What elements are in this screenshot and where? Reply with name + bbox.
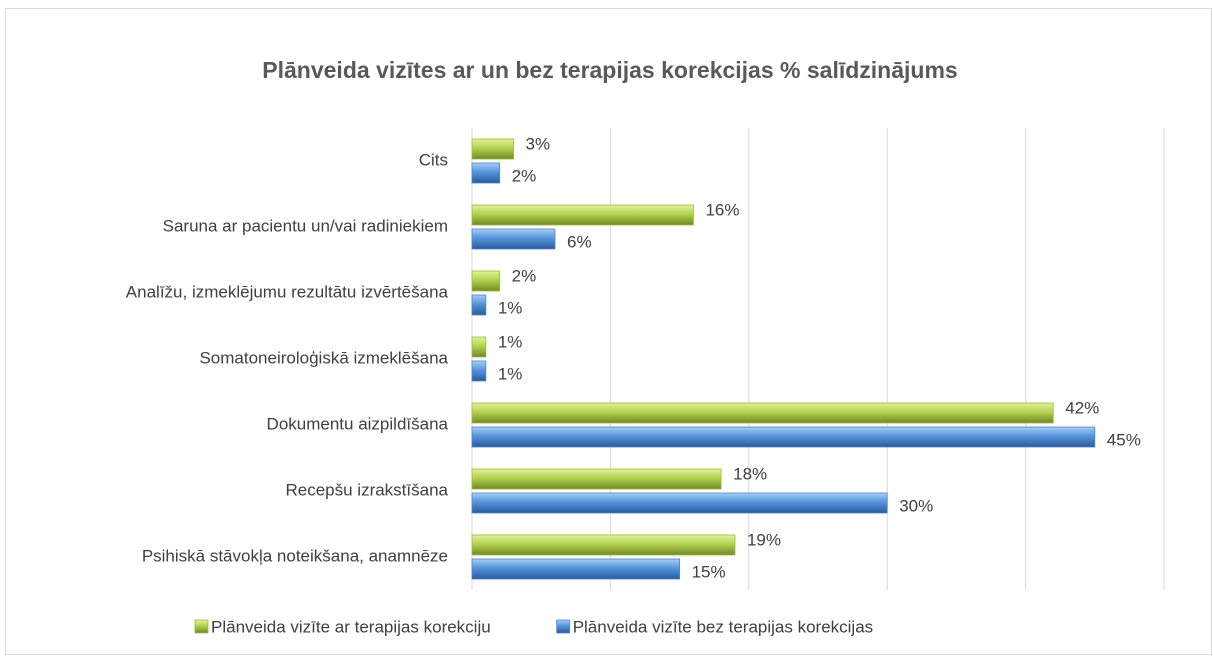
data-label: 6%	[567, 232, 592, 251]
legend-label: Plānveida vizīte ar terapijas korekciju	[211, 617, 491, 636]
y-tick-label: Saruna ar pacientu un/vai radiniekiem	[163, 216, 448, 235]
legend-swatch	[556, 619, 571, 634]
bar	[471, 204, 694, 226]
data-label: 1%	[498, 332, 523, 351]
bar	[471, 402, 1054, 424]
bar	[471, 534, 736, 556]
data-label: 45%	[1107, 430, 1141, 449]
data-label: 42%	[1065, 398, 1099, 417]
data-label: 18%	[733, 464, 767, 483]
bar	[471, 468, 722, 490]
bar	[471, 270, 501, 292]
chart-title: Plānveida vizītes ar un bez terapijas ko…	[262, 57, 957, 83]
y-tick-label: Psihiskā stāvokļa noteikšana, anamnēze	[142, 546, 448, 565]
bar	[471, 336, 487, 358]
data-label: 1%	[498, 298, 523, 317]
data-label: 19%	[747, 530, 781, 549]
bar	[471, 492, 888, 514]
bar	[471, 360, 487, 382]
data-label: 2%	[512, 266, 537, 285]
y-tick-label: Analīžu, izmeklējumu rezultātu izvērtēša…	[126, 282, 449, 301]
y-tick-label: Dokumentu aizpildīšana	[267, 414, 449, 433]
bar	[471, 162, 501, 184]
legend-swatch	[194, 619, 209, 634]
bar	[471, 426, 1096, 448]
y-tick-label: Somatoneiroloģiskā izmeklēšana	[199, 348, 448, 367]
data-label: 3%	[526, 134, 551, 153]
bar	[471, 558, 681, 580]
legend-label: Plānveida vizīte bez terapijas korekcija…	[573, 617, 873, 636]
data-label: 1%	[498, 364, 523, 383]
bar	[471, 228, 556, 250]
bar	[471, 138, 514, 160]
data-label: 15%	[692, 562, 726, 581]
data-label: 30%	[899, 496, 933, 515]
data-label: 2%	[512, 166, 537, 185]
y-tick-label: Recepšu izrakstīšana	[285, 480, 448, 499]
data-label: 16%	[705, 200, 739, 219]
y-tick-label: Cits	[419, 150, 448, 169]
bar	[471, 294, 487, 316]
